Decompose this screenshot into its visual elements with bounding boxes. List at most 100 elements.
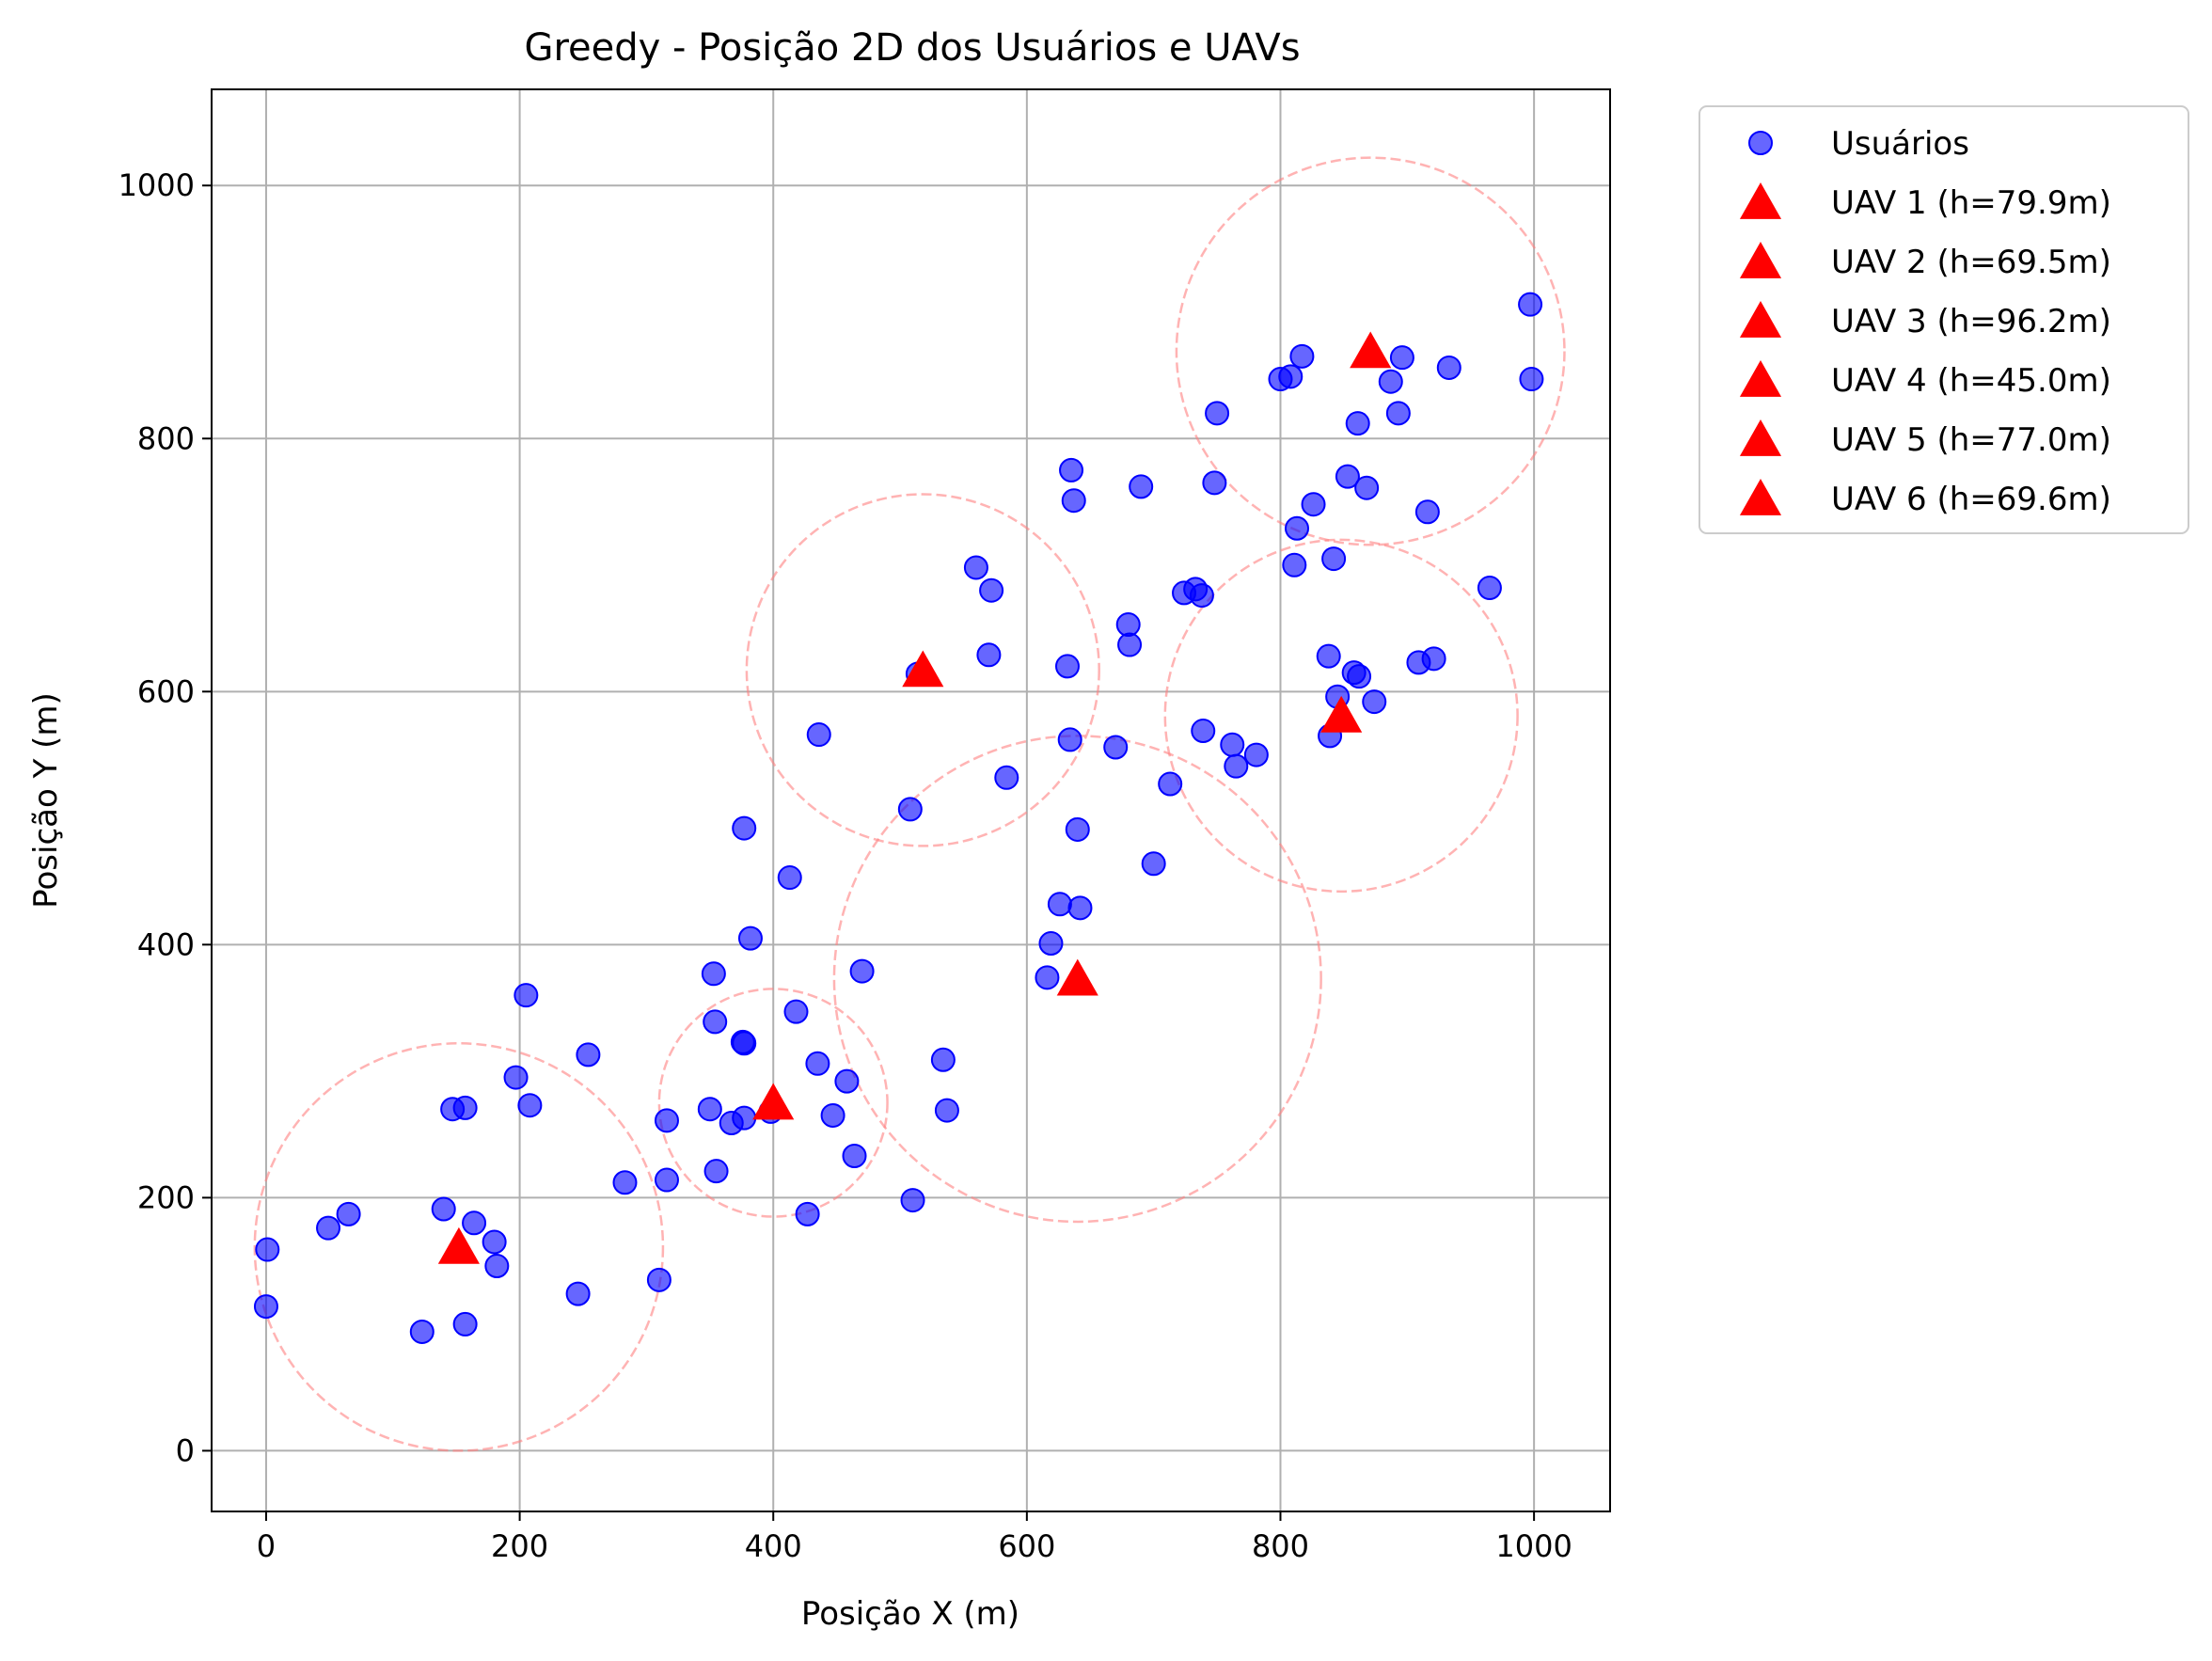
- user-point: [336, 1201, 361, 1226]
- user-point: [514, 983, 539, 1008]
- user-point: [1054, 654, 1080, 679]
- user-point: [1141, 851, 1166, 877]
- user-point: [255, 1237, 280, 1262]
- user-point: [646, 1267, 672, 1292]
- user-point: [1301, 492, 1326, 517]
- x-tick-label: 200: [491, 1528, 548, 1564]
- user-point: [517, 1093, 543, 1118]
- user-point: [994, 765, 1019, 790]
- y-axis-label: Posição Y (m): [27, 692, 65, 909]
- uav-marker: [437, 1226, 480, 1264]
- y-tick-label: 400: [137, 926, 195, 962]
- user-point: [1129, 474, 1154, 499]
- coverage-circle: [1163, 538, 1519, 894]
- y-tick-label: 800: [137, 420, 195, 456]
- user-point: [1378, 369, 1403, 394]
- chart-title: Greedy - Posição 2D dos Usuários e UAVs: [524, 26, 1300, 70]
- y-tick-label: 1000: [118, 167, 195, 203]
- user-point: [452, 1095, 478, 1120]
- user-point: [1202, 470, 1227, 496]
- user-point: [1421, 646, 1446, 672]
- legend-uav-marker: [1739, 182, 1782, 219]
- legend-box: [1698, 105, 2189, 534]
- user-point: [1289, 343, 1315, 369]
- user-point: [834, 1068, 860, 1094]
- user-point: [1205, 401, 1230, 426]
- user-point: [1189, 583, 1214, 609]
- user-point: [897, 797, 923, 822]
- uav-marker: [902, 650, 944, 688]
- legend-label-users: Usuários: [1831, 125, 1969, 163]
- legend-label-uav: UAV 6 (h=69.6m): [1831, 481, 2111, 518]
- user-point: [1436, 355, 1462, 380]
- coverage-circle: [1175, 156, 1566, 546]
- legend-uav-marker: [1739, 360, 1782, 397]
- user-point: [1035, 965, 1060, 990]
- user-point: [820, 1102, 845, 1128]
- legend-label-uav: UAV 4 (h=45.0m): [1831, 362, 2111, 400]
- user-point: [934, 1098, 959, 1123]
- user-point: [1243, 742, 1269, 767]
- user-point: [795, 1201, 820, 1226]
- legend-label-uav: UAV 1 (h=79.9m): [1831, 184, 2111, 222]
- user-point: [1316, 643, 1341, 669]
- legend-uav-marker: [1739, 301, 1782, 338]
- user-point: [703, 1009, 728, 1035]
- user-point: [737, 925, 763, 951]
- user-point: [409, 1319, 434, 1344]
- user-point: [462, 1210, 487, 1236]
- user-point: [1059, 457, 1084, 482]
- user-point: [806, 722, 831, 748]
- user-point: [1362, 689, 1387, 715]
- user-point: [1220, 732, 1245, 757]
- x-tick-label: 0: [257, 1528, 276, 1564]
- user-point: [316, 1215, 341, 1241]
- user-point: [1115, 612, 1141, 638]
- user-point: [612, 1170, 638, 1195]
- legend-uav-marker: [1739, 242, 1782, 278]
- user-point: [697, 1097, 722, 1122]
- uav-marker: [752, 1083, 795, 1120]
- user-point: [1414, 499, 1440, 525]
- user-point: [1389, 345, 1414, 371]
- user-point: [732, 1031, 757, 1056]
- user-point: [1335, 464, 1360, 489]
- x-tick-label: 400: [745, 1528, 802, 1564]
- user-point: [777, 865, 802, 891]
- y-tick-label: 600: [137, 673, 195, 709]
- legend-user-marker: [1748, 131, 1773, 155]
- legend: Usuários UAV 1 (h=79.9m) UAV 2 (h=69.5m) UA…: [1698, 105, 2189, 534]
- x-axis-ticks: 0 200 400 600 800 1000: [257, 1511, 1572, 1564]
- user-point: [842, 1144, 867, 1168]
- user-point: [503, 1065, 529, 1090]
- user-point: [1047, 892, 1072, 917]
- user-point: [976, 642, 1002, 668]
- user-point: [1385, 401, 1411, 426]
- user-point: [576, 1042, 601, 1068]
- user-point: [805, 1051, 830, 1076]
- uav-marker: [1320, 695, 1363, 733]
- legend-label-uav: UAV 3 (h=96.2m): [1831, 303, 2111, 340]
- user-point: [1065, 816, 1090, 842]
- user-point: [732, 1105, 757, 1131]
- user-point: [431, 1196, 456, 1222]
- legend-uav-marker: [1739, 419, 1782, 456]
- user-points: [253, 292, 1544, 1344]
- user-point: [1278, 364, 1304, 389]
- y-tick-label: 0: [176, 1432, 195, 1468]
- user-point: [1345, 411, 1370, 436]
- user-point: [849, 958, 875, 984]
- user-point: [1061, 488, 1086, 514]
- user-point: [1158, 771, 1183, 797]
- user-point: [703, 1159, 729, 1184]
- user-point: [732, 815, 757, 841]
- plot-frame: [211, 88, 1611, 1512]
- legend-uav-marker: [1739, 479, 1782, 515]
- user-point: [484, 1254, 510, 1279]
- uav-marker: [1350, 331, 1392, 369]
- user-point: [1038, 931, 1064, 957]
- x-tick-label: 600: [998, 1528, 1055, 1564]
- user-point: [1282, 552, 1307, 577]
- user-point: [1224, 753, 1249, 779]
- coverage-circle: [745, 493, 1100, 847]
